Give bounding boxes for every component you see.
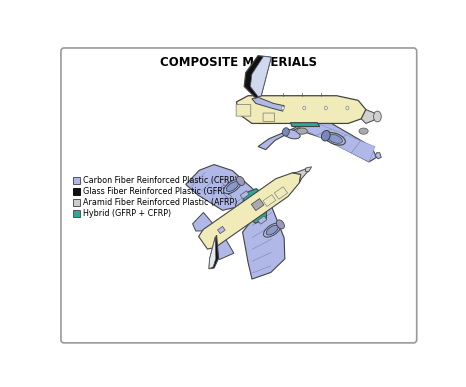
Polygon shape — [209, 237, 216, 269]
Polygon shape — [221, 185, 230, 192]
Ellipse shape — [224, 180, 241, 194]
Polygon shape — [292, 169, 308, 183]
Ellipse shape — [281, 106, 284, 110]
Polygon shape — [298, 123, 332, 135]
Bar — [73, 177, 80, 184]
Text: Glass Fiber Reinforced Plastic (GFRP): Glass Fiber Reinforced Plastic (GFRP) — [83, 187, 231, 196]
Ellipse shape — [263, 223, 281, 237]
Polygon shape — [243, 188, 267, 223]
Text: Carbon Fiber Reinforced Plastic (CFRP): Carbon Fiber Reinforced Plastic (CFRP) — [83, 176, 238, 185]
Polygon shape — [250, 57, 271, 96]
Ellipse shape — [226, 182, 238, 192]
Polygon shape — [240, 191, 249, 199]
Polygon shape — [192, 212, 214, 231]
FancyBboxPatch shape — [61, 48, 417, 343]
Polygon shape — [218, 226, 225, 234]
Polygon shape — [290, 123, 320, 127]
Ellipse shape — [266, 225, 278, 235]
Polygon shape — [243, 206, 285, 279]
FancyBboxPatch shape — [236, 104, 251, 116]
Polygon shape — [334, 135, 361, 153]
Text: COMPOSITE MATERIALS: COMPOSITE MATERIALS — [160, 57, 317, 69]
Polygon shape — [298, 122, 377, 162]
Polygon shape — [219, 178, 228, 186]
Ellipse shape — [296, 128, 308, 134]
Ellipse shape — [359, 128, 368, 134]
Polygon shape — [213, 237, 234, 260]
Bar — [73, 199, 80, 206]
Polygon shape — [186, 164, 258, 210]
Bar — [73, 188, 80, 195]
Polygon shape — [351, 141, 375, 162]
Ellipse shape — [284, 130, 300, 139]
Polygon shape — [258, 216, 267, 224]
Polygon shape — [252, 97, 284, 111]
Ellipse shape — [236, 176, 245, 185]
Ellipse shape — [328, 134, 343, 143]
Polygon shape — [274, 187, 288, 199]
Ellipse shape — [276, 220, 284, 229]
Polygon shape — [258, 122, 310, 150]
Ellipse shape — [346, 106, 349, 110]
Polygon shape — [237, 96, 366, 123]
Polygon shape — [199, 173, 301, 249]
Ellipse shape — [324, 106, 328, 110]
Polygon shape — [361, 110, 377, 123]
Polygon shape — [375, 153, 381, 159]
Bar — [73, 210, 80, 217]
Polygon shape — [251, 199, 264, 211]
Ellipse shape — [303, 106, 306, 110]
Polygon shape — [244, 56, 271, 98]
Polygon shape — [209, 235, 219, 269]
Ellipse shape — [282, 128, 289, 136]
Polygon shape — [316, 129, 346, 144]
Polygon shape — [263, 195, 276, 207]
Polygon shape — [305, 167, 312, 172]
Polygon shape — [223, 191, 232, 199]
Ellipse shape — [322, 130, 330, 141]
FancyBboxPatch shape — [263, 113, 274, 122]
Text: Aramid Fiber Reinforced Plastic (AFRP): Aramid Fiber Reinforced Plastic (AFRP) — [83, 198, 238, 207]
Ellipse shape — [374, 111, 381, 122]
Ellipse shape — [325, 133, 345, 145]
Text: Hybrid (GFRP + CFRP): Hybrid (GFRP + CFRP) — [83, 209, 171, 217]
